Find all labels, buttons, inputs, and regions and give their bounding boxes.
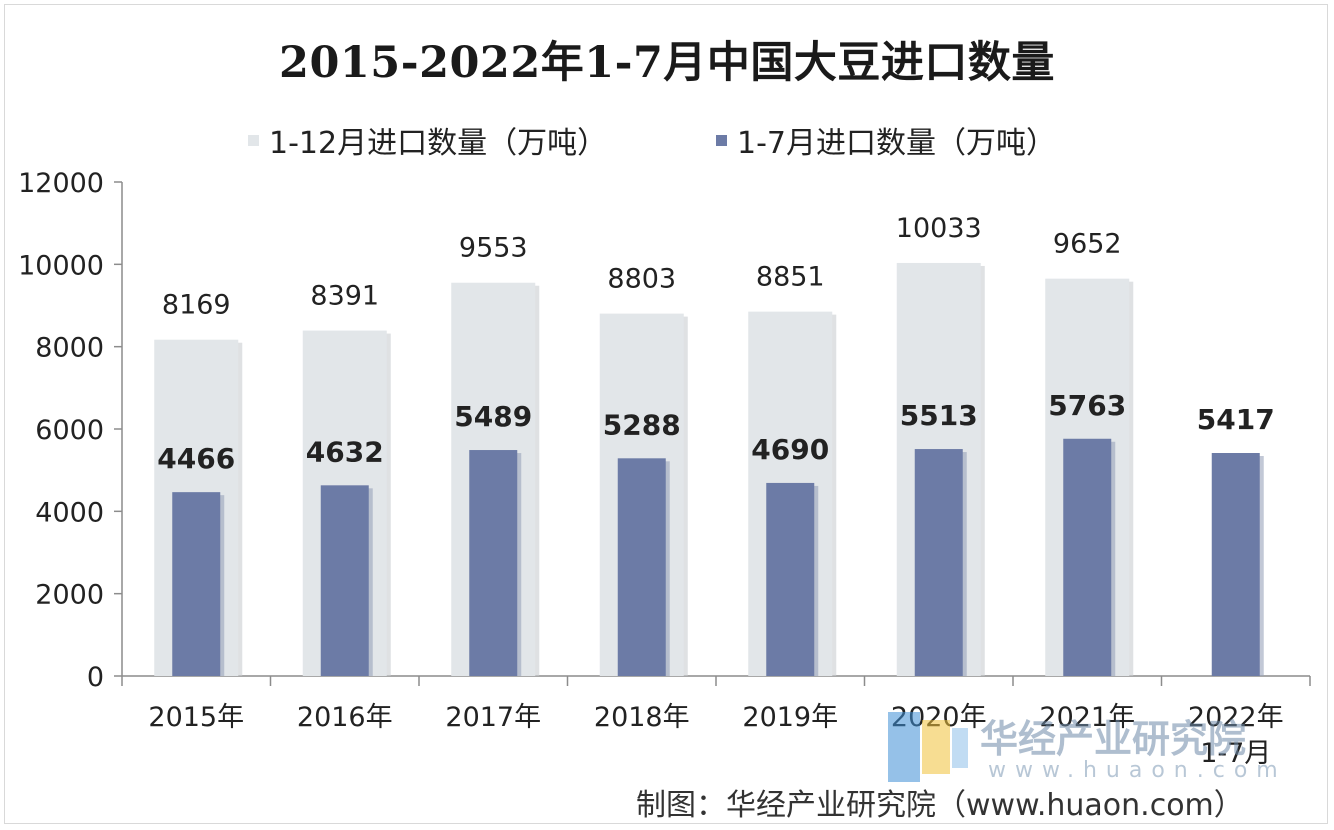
data-label-jan-jul: 4466	[157, 442, 235, 475]
y-tick-label: 4000	[35, 497, 104, 528]
x-tick-label: 2018年	[594, 702, 690, 733]
legend-swatch-full-year	[248, 134, 259, 146]
watermark: 华经产业研究院 www.huaon.com	[888, 708, 1308, 788]
data-label-full-year: 8803	[607, 264, 676, 295]
y-tick-label: 2000	[35, 580, 104, 611]
bar-jan-jul	[1211, 453, 1260, 676]
x-tick-label: 2015年	[148, 702, 244, 733]
data-label-full-year: 8391	[310, 281, 379, 312]
bar-jan-jul	[1063, 438, 1112, 676]
bar-jan-jul	[172, 492, 221, 676]
chart-source-footer: 制图：华经产业研究院（www.huaon.com）	[636, 788, 1244, 823]
bar-jan-jul	[766, 482, 815, 676]
watermark-text: 华经产业研究院	[980, 717, 1247, 761]
x-tick-label: 2016年	[297, 702, 393, 733]
bar-jan-jul	[617, 458, 666, 676]
data-label-jan-jul: 5417	[1197, 403, 1275, 436]
watermark-url: www.huaon.com	[988, 758, 1287, 783]
data-label-full-year: 9553	[459, 233, 528, 264]
data-label-jan-jul: 5489	[454, 400, 532, 433]
chart-frame	[4, 4, 1328, 824]
bar-jan-jul	[320, 485, 369, 676]
data-label-jan-jul: 5288	[603, 408, 681, 441]
data-label-full-year: 9652	[1053, 229, 1122, 260]
y-tick-label: 0	[87, 662, 104, 693]
data-label-full-year: 10033	[896, 213, 982, 244]
bar-jan-jul	[914, 449, 963, 676]
data-label-jan-jul: 4690	[751, 433, 829, 466]
y-tick-label: 10000	[18, 250, 104, 281]
chart-legend: 1-12月进口数量（万吨） 1-7月进口数量（万吨）	[0, 118, 1334, 162]
data-label-jan-jul: 5763	[1048, 389, 1126, 422]
legend-item-full-year: 1-12月进口数量（万吨）	[248, 118, 607, 162]
data-label-jan-jul: 5513	[900, 399, 978, 432]
legend-label-full-year: 1-12月进口数量（万吨）	[269, 126, 608, 161]
huaon-logo-icon	[888, 712, 968, 782]
x-tick-label: 2017年	[445, 702, 541, 733]
bar-jan-jul	[469, 450, 518, 676]
y-tick-label: 6000	[35, 415, 104, 446]
chart-title: 2015-2022年1-7月中国大豆进口数量	[279, 38, 1055, 88]
data-label-full-year: 8851	[756, 262, 825, 293]
x-tick-label: 2022年 1-7月	[1188, 702, 1284, 769]
legend-item-jan-jul: 1-7月进口数量（万吨）	[716, 118, 1056, 162]
data-label-full-year: 8169	[162, 290, 231, 321]
x-tick-label: 2021年	[1039, 702, 1135, 733]
x-tick-label: 2019年	[742, 702, 838, 733]
data-label-jan-jul: 4632	[306, 435, 384, 468]
legend-swatch-jan-jul	[716, 134, 727, 146]
y-tick-label: 8000	[35, 333, 104, 364]
y-tick-label: 12000	[18, 168, 104, 199]
legend-label-jan-jul: 1-7月进口数量（万吨）	[737, 126, 1056, 161]
